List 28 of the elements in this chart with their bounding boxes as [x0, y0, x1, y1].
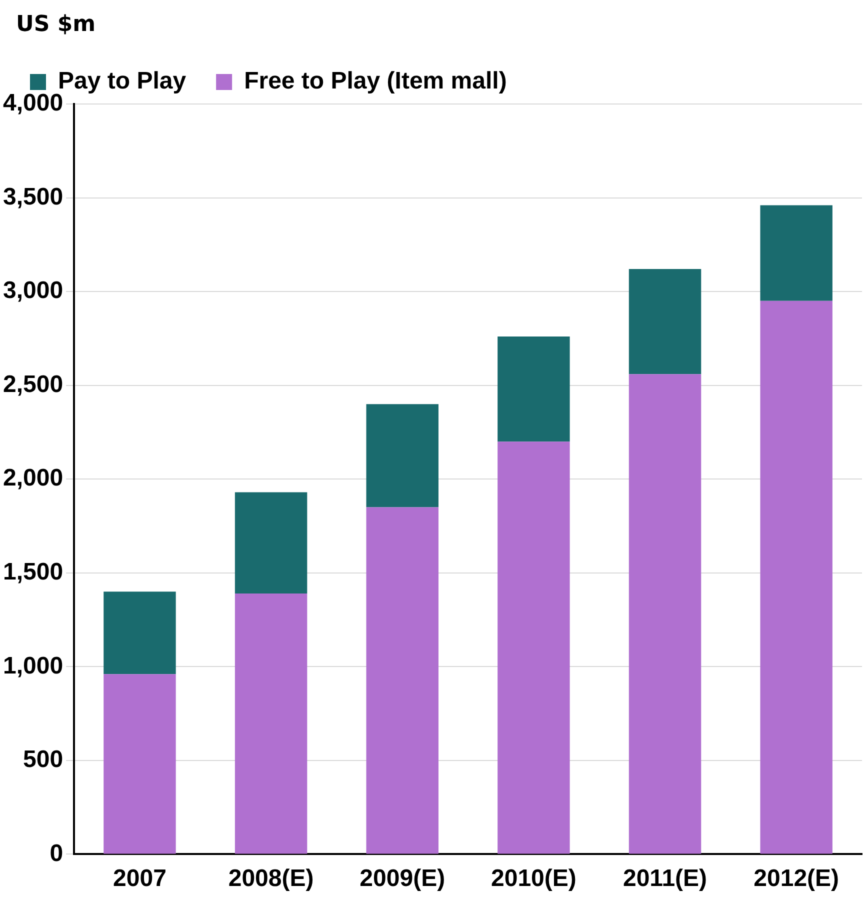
- y-tick-label: 0: [50, 840, 64, 867]
- bar: [104, 592, 176, 674]
- bar: [366, 404, 438, 508]
- bar: [234, 594, 308, 854]
- y-tick-label: 2,000: [2, 464, 64, 492]
- bar: [104, 674, 176, 854]
- y-tick-label: 3,000: [2, 277, 64, 304]
- legend-label: Free to Play (Item mall): [244, 68, 507, 95]
- y-axis-title: US $m: [16, 12, 96, 37]
- bar: [498, 336, 570, 442]
- y-tick-label: 500: [23, 746, 64, 774]
- y-tick-label: 1,000: [2, 652, 64, 680]
- y-tick-label: 1,500: [2, 558, 64, 586]
- bar: [366, 507, 438, 854]
- bar: [628, 374, 702, 854]
- bar: [760, 300, 832, 854]
- x-tick-label: 2009(E): [360, 865, 446, 892]
- y-tick-label: 2,500: [2, 370, 64, 398]
- x-tick-label: 2007: [113, 865, 166, 892]
- bar: [234, 492, 308, 594]
- bar: [760, 205, 832, 301]
- x-tick-label: 2008(E): [228, 865, 314, 892]
- x-tick-label: 2011(E): [622, 865, 708, 892]
- y-tick-label: 3,500: [2, 183, 64, 210]
- bar: [628, 269, 702, 374]
- x-tick-label: 2012(E): [754, 865, 840, 892]
- bar: [498, 442, 570, 854]
- x-tick-label: 2010(E): [490, 865, 576, 892]
